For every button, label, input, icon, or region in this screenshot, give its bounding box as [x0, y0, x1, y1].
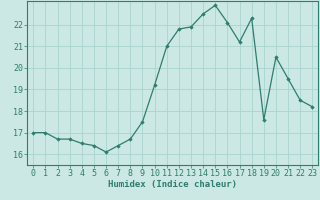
X-axis label: Humidex (Indice chaleur): Humidex (Indice chaleur): [108, 180, 237, 189]
